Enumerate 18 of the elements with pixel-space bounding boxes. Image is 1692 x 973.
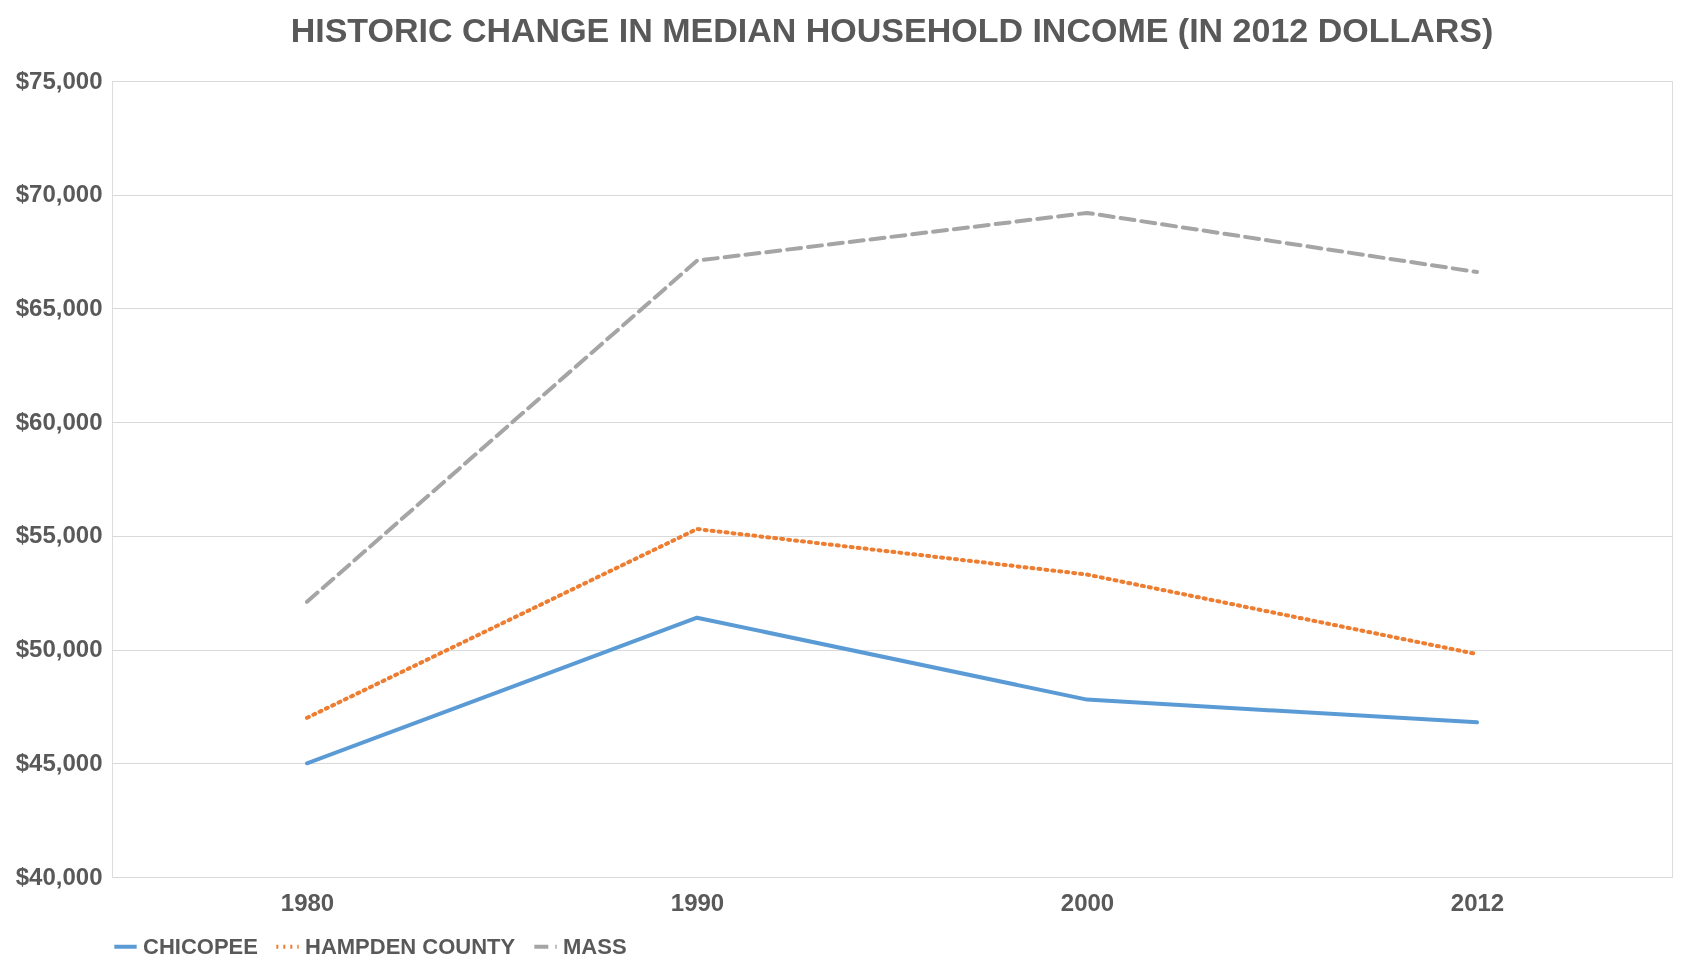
x-tick-label: 1980 — [280, 888, 335, 916]
y-tick-label: $45,000 — [15, 748, 103, 776]
y-tick-label: $75,000 — [15, 66, 103, 94]
y-tick-label: $70,000 — [15, 180, 103, 208]
line-series — [305, 615, 1479, 766]
y-tick-label: $60,000 — [15, 407, 103, 435]
x-tick-label: 2000 — [1060, 888, 1115, 916]
x-tick-label: 1990 — [670, 888, 725, 916]
legend-label: CHICOPEE — [143, 933, 258, 959]
y-tick-label: $65,000 — [15, 293, 103, 321]
line-series — [305, 210, 1479, 604]
legend-label: MASS — [563, 933, 627, 959]
chart-title: HISTORIC CHANGE IN MEDIAN HOUSEHOLD INCOME (IN 2012 DOLLARS) — [290, 11, 1494, 49]
y-tick-label: $55,000 — [15, 521, 103, 549]
y-tick-label: $50,000 — [15, 635, 103, 663]
y-tick-label: $40,000 — [15, 862, 103, 890]
x-tick-label: 2012 — [1450, 888, 1505, 916]
legend-label: HAMPDEN COUNTY — [305, 933, 516, 959]
